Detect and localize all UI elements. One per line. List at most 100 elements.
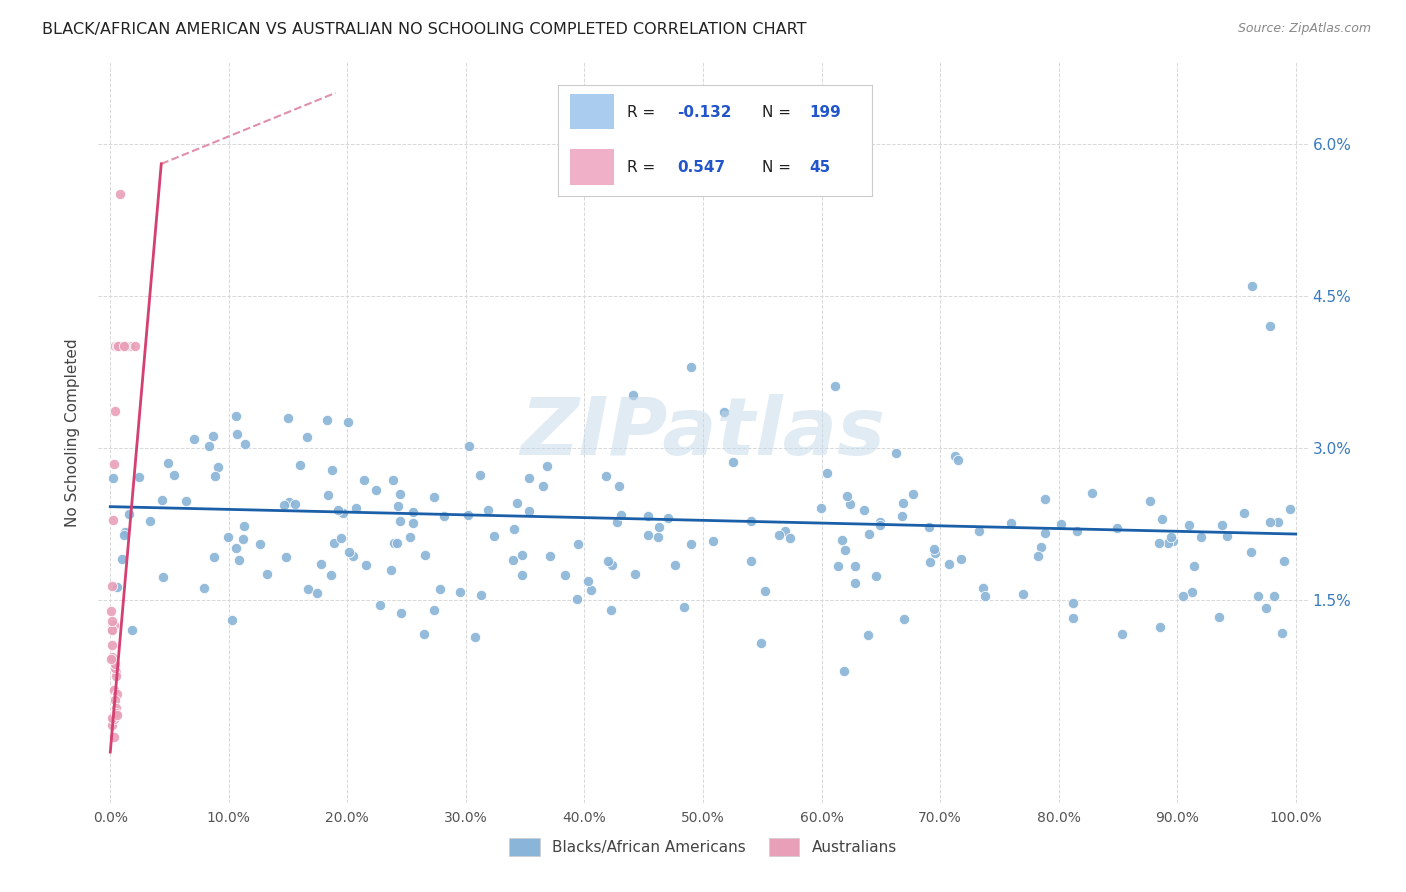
Point	[277, 411, 299, 425]
Point	[470, 588, 492, 602]
Point	[943, 449, 966, 463]
Point	[1247, 589, 1270, 603]
Point	[901, 487, 924, 501]
Point	[368, 598, 391, 612]
Point	[297, 582, 319, 596]
Point	[104, 661, 127, 675]
Point	[330, 531, 353, 545]
Point	[844, 576, 866, 591]
Point	[284, 497, 307, 511]
Point	[366, 483, 388, 497]
Point	[624, 567, 647, 582]
Point	[273, 498, 295, 512]
Point	[918, 520, 941, 534]
Point	[637, 509, 659, 524]
Point	[412, 626, 434, 640]
Point	[664, 558, 686, 572]
Point	[531, 479, 554, 493]
Point	[235, 437, 257, 451]
Point	[402, 505, 425, 519]
Point	[832, 664, 855, 678]
Point	[457, 508, 479, 522]
Point	[869, 517, 891, 532]
Point	[103, 617, 125, 632]
Point	[103, 682, 125, 697]
Point	[121, 624, 143, 638]
Point	[681, 537, 703, 551]
Point	[1189, 530, 1212, 544]
Point	[554, 568, 576, 582]
Point	[858, 527, 880, 541]
Point	[225, 427, 247, 442]
Point	[207, 460, 229, 475]
Point	[342, 549, 364, 564]
Point	[1111, 627, 1133, 641]
Point	[1157, 535, 1180, 549]
Point	[319, 568, 342, 582]
Point	[1258, 319, 1281, 334]
Point	[858, 627, 880, 641]
Point	[388, 514, 411, 528]
Point	[477, 503, 499, 517]
Point	[1258, 515, 1281, 529]
Point	[115, 339, 138, 353]
Point	[852, 503, 875, 517]
Point	[1240, 278, 1263, 293]
Point	[112, 339, 135, 353]
Point	[150, 493, 173, 508]
Point	[1232, 506, 1254, 520]
Point	[713, 405, 735, 419]
Point	[103, 513, 125, 527]
Point	[967, 524, 990, 539]
Point	[128, 469, 150, 483]
Point	[202, 428, 225, 442]
Point	[101, 711, 124, 725]
Point	[827, 559, 849, 574]
Point	[104, 700, 127, 714]
Point	[891, 495, 914, 509]
Point	[1028, 549, 1050, 564]
Point	[114, 524, 136, 539]
Text: BLACK/AFRICAN AMERICAN VS AUSTRALIAN NO SCHOOLING COMPLETED CORRELATION CHART: BLACK/AFRICAN AMERICAN VS AUSTRALIAN NO …	[42, 22, 807, 37]
Point	[1181, 585, 1204, 599]
Point	[938, 557, 960, 571]
Point	[107, 339, 129, 353]
Point	[382, 536, 405, 550]
Point	[100, 603, 122, 617]
Point	[108, 339, 131, 353]
Point	[110, 339, 132, 353]
Point	[1267, 515, 1289, 529]
Point	[183, 432, 205, 446]
Point	[1149, 535, 1171, 549]
Point	[702, 533, 724, 548]
Point	[110, 339, 132, 353]
Point	[111, 339, 134, 353]
Point	[837, 489, 859, 503]
Point	[432, 509, 454, 524]
Point	[103, 712, 125, 726]
Point	[256, 566, 278, 581]
Point	[101, 579, 124, 593]
Point	[773, 524, 796, 538]
Text: Source: ZipAtlas.com: Source: ZipAtlas.com	[1237, 22, 1371, 36]
Point	[673, 600, 696, 615]
Point	[276, 549, 298, 564]
Point	[924, 546, 946, 560]
Point	[105, 708, 128, 723]
Y-axis label: No Schooling Completed: No Schooling Completed	[65, 338, 80, 527]
Point	[101, 624, 124, 638]
Point	[232, 519, 254, 533]
Point	[637, 527, 659, 541]
Point	[295, 429, 318, 443]
Point	[225, 409, 247, 424]
Point	[972, 581, 994, 595]
Point	[101, 622, 124, 636]
Point	[389, 606, 412, 620]
Point	[101, 650, 124, 665]
Point	[217, 530, 239, 544]
Point	[510, 568, 533, 582]
Legend: Blacks/African Americans, Australians: Blacks/African Americans, Australians	[503, 832, 903, 862]
Point	[318, 488, 340, 502]
Point	[309, 557, 332, 571]
Point	[139, 514, 162, 528]
